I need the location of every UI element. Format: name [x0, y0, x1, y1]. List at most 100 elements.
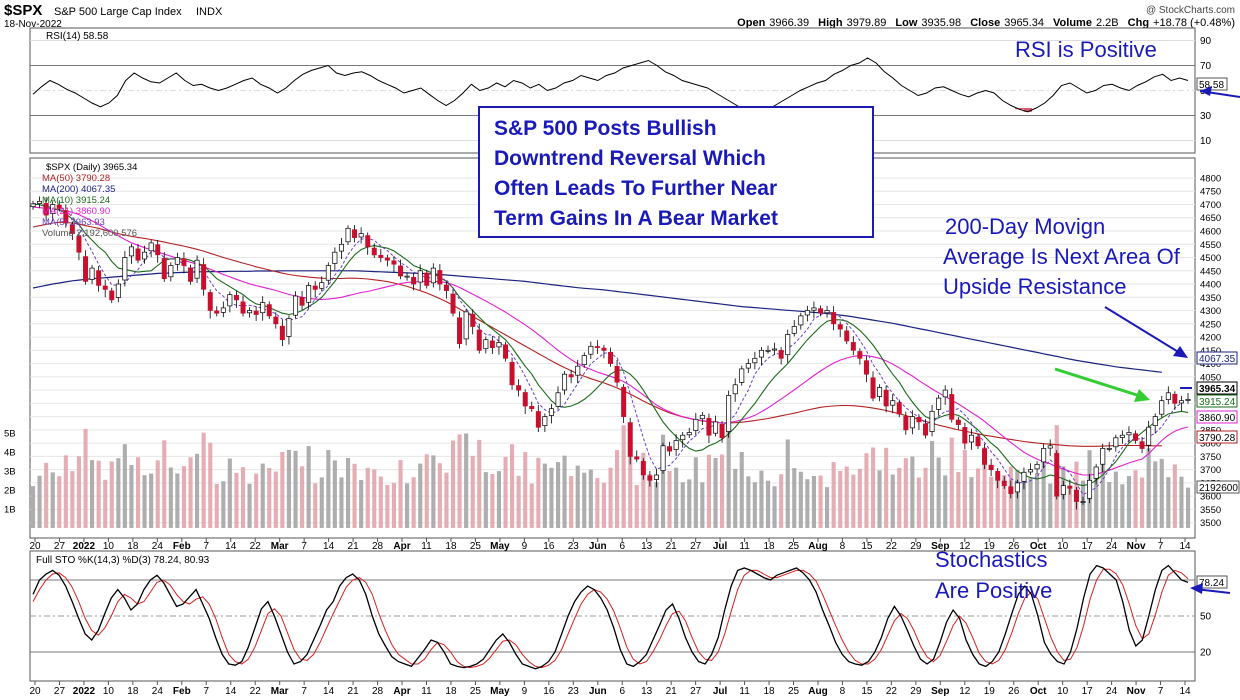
price-tick: 4050 [1200, 372, 1221, 383]
candle-body [83, 256, 89, 282]
volume-bar [903, 458, 908, 528]
candle-body [378, 254, 384, 258]
price-tick: 4700 [1200, 200, 1221, 211]
volume-bar [910, 456, 915, 528]
candle-body [1185, 399, 1191, 401]
candle-body [30, 203, 36, 207]
candle-body [883, 389, 889, 407]
volume-bar [1133, 470, 1138, 528]
volume-bar [720, 454, 725, 528]
volume-bar [746, 476, 751, 528]
candle-body [831, 312, 837, 325]
box-line-2: Downtrend Reversal Which [494, 147, 766, 170]
x-tick-label: 19 [984, 541, 996, 552]
candle-body [233, 295, 239, 301]
x-tick-label: 18 [445, 686, 457, 697]
volume-bar [949, 437, 954, 528]
low-label: Low [895, 17, 917, 29]
candle-body [188, 267, 194, 282]
volume-bar [378, 476, 383, 528]
candle-body [745, 363, 751, 369]
volume-bar [70, 471, 75, 528]
candle-body [240, 301, 246, 314]
volume-bar [601, 482, 606, 528]
volume-bar [1166, 477, 1171, 528]
candle-body [503, 344, 509, 359]
volume-bar [936, 457, 941, 528]
volume-value: 2.2B [1096, 17, 1119, 29]
sto-note-line-2: Are Positive [935, 578, 1052, 603]
x-tick-label: 20 [29, 541, 41, 552]
volume-bar [162, 440, 167, 528]
price-tick: 3500 [1200, 518, 1221, 529]
volume-bar [838, 471, 843, 528]
volume-bar [483, 472, 488, 528]
candle-body [443, 284, 449, 291]
candle-body [877, 387, 883, 397]
volume-tick: 2B [4, 485, 16, 496]
x-tick-label: 24 [152, 541, 164, 552]
candle-body [909, 416, 915, 429]
price-tick: 3800 [1200, 439, 1221, 450]
price-tick: 4150 [1200, 346, 1221, 357]
volume-bar [365, 467, 370, 528]
ma50-line [32, 221, 1162, 447]
candle-body [581, 355, 587, 365]
candle-body [614, 366, 620, 383]
volume-bar [168, 467, 173, 528]
close-value: 3965.34 [1004, 17, 1044, 29]
price-tick: 4250 [1200, 319, 1221, 330]
x-tick-label: 24 [1106, 541, 1118, 552]
candle-body [903, 416, 909, 431]
legend-ma10: MA(10) 3915.24 [42, 195, 110, 206]
candle-body [214, 310, 220, 314]
volume-bar [976, 468, 981, 528]
price-tick: 4350 [1200, 293, 1221, 304]
volume-bar [713, 458, 718, 528]
x-tick-label: 23 [568, 541, 580, 552]
candle-body [949, 394, 955, 420]
candle-body [50, 204, 56, 214]
x-tick-label: Nov [1127, 686, 1146, 697]
x-tick-label: Aug [808, 541, 827, 552]
candle-body [37, 200, 43, 204]
volume-bar [1159, 458, 1164, 528]
candle-body [181, 258, 187, 266]
volume-bar [359, 480, 364, 528]
volume-bar [661, 434, 666, 528]
volume-bar [516, 475, 521, 528]
volume-bar [254, 473, 259, 528]
candle-body [1060, 485, 1066, 495]
box-line-1: S&P 500 Posts Bullish [494, 117, 717, 140]
volume-bar [457, 434, 462, 528]
volume-bar [982, 447, 987, 528]
volume-bar [588, 469, 593, 528]
volume-bar [332, 460, 337, 528]
candle-body [417, 270, 423, 283]
x-tick-label: Jun [589, 541, 607, 552]
x-tick-label: 18 [763, 686, 775, 697]
volume-bar [50, 472, 55, 528]
x-tick-label: 10 [103, 541, 115, 552]
candle-body [135, 248, 141, 261]
x-tick-label: 14 [225, 686, 237, 697]
ma10-line [33, 203, 1189, 487]
volume-bar [352, 463, 357, 528]
candle-body [804, 310, 810, 316]
volume-bar [293, 450, 298, 528]
x-tick-label: 18 [127, 541, 139, 552]
volume-tick: 4B [4, 447, 16, 458]
x-tick-label: Aug [808, 686, 827, 697]
x-tick-label: Feb [173, 686, 191, 697]
volume-bar [149, 473, 154, 528]
candle-body [338, 243, 344, 252]
volume-bar [37, 475, 42, 528]
candle-body [509, 361, 515, 386]
rsi-legend: RSI(14) 58.58 [46, 31, 109, 42]
candle-body [1106, 448, 1112, 450]
box-line-3: Often Leads To Further Near [494, 177, 777, 200]
price-tick: 4550 [1200, 240, 1221, 251]
sto-last-value: 78.24 [1199, 578, 1224, 589]
sto-tick: 20 [1200, 648, 1212, 659]
candle-body [69, 224, 75, 234]
